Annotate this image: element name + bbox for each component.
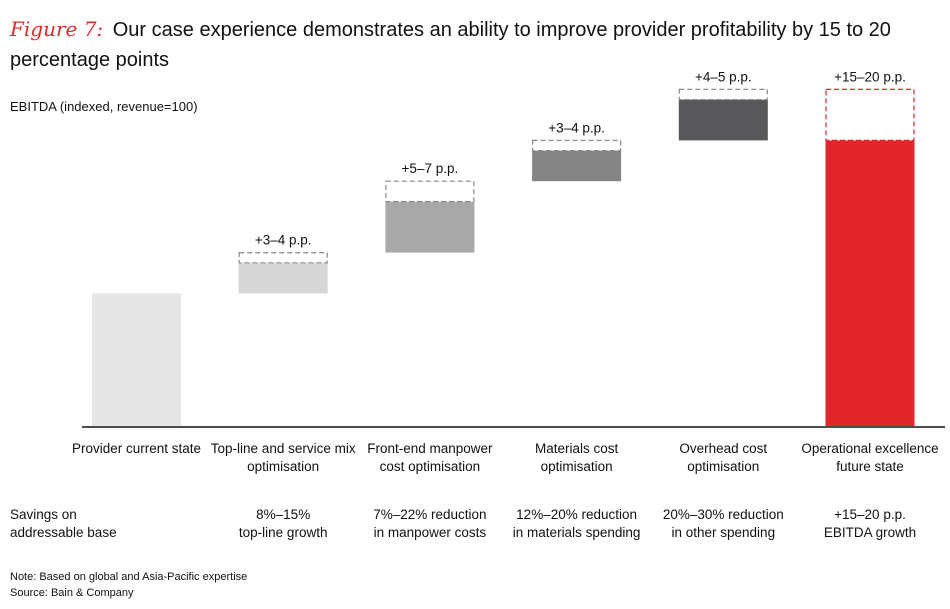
- figure-title-text: Our case experience demonstrates an abil…: [10, 19, 891, 71]
- bar-label-2: +5–7 p.p.: [402, 161, 459, 176]
- source-note: Source: Bain & Company: [10, 587, 134, 599]
- range-box-1: [238, 252, 328, 264]
- savings-line-2-0: 7%–22% reduction: [373, 507, 487, 522]
- bar-3: [532, 150, 622, 182]
- figure-label: Figure 7:: [10, 17, 104, 41]
- bar-4: [678, 99, 768, 141]
- savings-line-5-1: EBITDA growth: [823, 525, 917, 540]
- bar-5: [825, 140, 915, 426]
- bar-label-4: +4–5 p.p.: [695, 69, 752, 84]
- bar-2: [385, 201, 475, 253]
- range-box-4: [678, 88, 768, 101]
- category-label-4: Overhead cost optimisation: [679, 441, 768, 474]
- waterfall-chart: +3–4 p.p. +5–7 p.p. +3–4 p.p. +4–5 p.p. +15–…: [82, 69, 945, 428]
- savings-line-1-1: top-line growth: [238, 525, 328, 540]
- footnote: Note: Based on global and Asia-Pacific e…: [10, 571, 248, 583]
- savings-row-label: Savings on addressable base: [10, 507, 117, 540]
- bar-label-5: +15–20 p.p.: [834, 69, 906, 84]
- bar-1: [238, 262, 328, 294]
- savings-line-1-0: 8%–15%: [256, 507, 311, 522]
- savings-line-4-1: in other spending: [671, 525, 776, 540]
- category-label-3: Materials cost optimisation: [534, 441, 619, 474]
- category-label-1: Top-line and service mix optimisation: [210, 441, 356, 474]
- category-label-2: Front-end manpower cost optimisation: [367, 441, 493, 474]
- savings-line-3-1: in materials spending: [512, 525, 641, 540]
- savings-label-5: +15–20 p.p. EBITDA growth: [795, 506, 945, 542]
- range-box-3: [531, 139, 622, 152]
- bar-label-3: +3–4 p.p.: [548, 120, 605, 135]
- savings-line-4-0: 20%–30% reduction: [662, 507, 784, 522]
- bar-label-1: +3–4 p.p.: [255, 233, 312, 248]
- category-label-0: Provider current state: [71, 441, 202, 456]
- range-box-2: [385, 180, 475, 203]
- savings-label-1: 8%–15% top-line growth: [208, 506, 358, 542]
- category-label-5: Operational excellence future state: [801, 441, 939, 474]
- y-axis-label: EBITDA (indexed, revenue=100): [10, 99, 198, 114]
- savings-line-2-1: in manpower costs: [373, 525, 487, 540]
- savings-label-3: 12%–20% reduction in materials spending: [502, 506, 652, 542]
- figure-title: Figure 7: Our case experience demonstrat…: [10, 14, 945, 75]
- savings-line-5-0: +15–20 p.p.: [834, 507, 906, 522]
- savings-line-3-0: 12%–20% reduction: [516, 507, 638, 522]
- bar-0: [92, 293, 181, 426]
- range-box-5: [825, 88, 915, 142]
- savings-label-2: 7%–22% reduction in manpower costs: [355, 506, 505, 542]
- savings-label-4: 20%–30% reduction in other spending: [648, 506, 798, 542]
